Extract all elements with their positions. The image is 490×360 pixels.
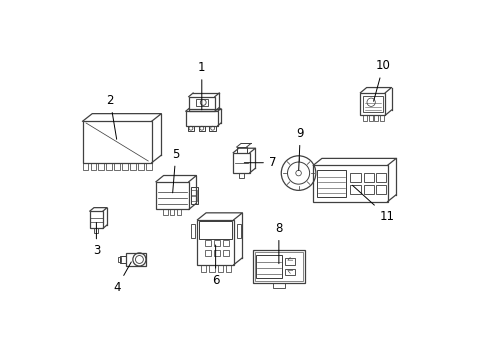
Bar: [205, 250, 212, 256]
Bar: [364, 173, 374, 182]
Bar: [198, 126, 205, 131]
Bar: [361, 93, 385, 115]
Bar: [349, 173, 361, 182]
Bar: [218, 265, 223, 271]
Bar: [121, 256, 126, 264]
Bar: [364, 185, 374, 194]
Text: 1: 1: [198, 61, 205, 110]
Text: 9: 9: [296, 127, 304, 170]
Bar: [189, 96, 215, 111]
Bar: [196, 99, 208, 106]
Bar: [349, 185, 361, 194]
Bar: [214, 240, 220, 246]
Bar: [186, 111, 218, 126]
Bar: [164, 210, 168, 215]
Bar: [253, 250, 305, 283]
Bar: [255, 252, 303, 281]
Bar: [256, 255, 282, 278]
Bar: [90, 211, 103, 228]
Bar: [240, 173, 244, 178]
Bar: [201, 265, 206, 271]
Text: 6: 6: [212, 245, 220, 287]
Bar: [171, 210, 174, 215]
Text: 11: 11: [352, 185, 394, 223]
Bar: [146, 163, 152, 170]
Bar: [363, 96, 383, 112]
Bar: [197, 220, 234, 265]
Bar: [83, 163, 88, 170]
Bar: [156, 182, 189, 210]
Bar: [209, 126, 216, 131]
Bar: [130, 163, 136, 170]
Bar: [118, 257, 121, 262]
Bar: [222, 250, 229, 256]
Text: 10: 10: [373, 59, 391, 101]
Bar: [98, 163, 104, 170]
Bar: [374, 115, 378, 121]
Bar: [188, 126, 194, 131]
Bar: [122, 163, 128, 170]
Bar: [237, 147, 246, 153]
Bar: [376, 185, 386, 194]
Bar: [209, 265, 215, 271]
Text: 7: 7: [245, 156, 276, 169]
Text: 2: 2: [106, 94, 117, 139]
Bar: [106, 163, 112, 170]
Bar: [222, 240, 229, 246]
Bar: [114, 163, 120, 170]
Bar: [313, 165, 388, 202]
Bar: [138, 163, 144, 170]
Bar: [272, 283, 285, 288]
Bar: [226, 265, 231, 271]
Bar: [205, 240, 212, 246]
Bar: [237, 224, 241, 238]
Bar: [177, 210, 181, 215]
Bar: [126, 253, 146, 266]
Text: 4: 4: [113, 262, 131, 294]
Bar: [285, 258, 295, 265]
Text: 3: 3: [93, 222, 100, 257]
Bar: [368, 115, 372, 121]
Bar: [363, 115, 367, 121]
Bar: [376, 173, 386, 182]
Bar: [94, 228, 98, 233]
Bar: [380, 115, 384, 121]
Bar: [191, 196, 197, 201]
Bar: [91, 163, 96, 170]
Bar: [233, 153, 250, 173]
Bar: [191, 190, 197, 195]
Bar: [317, 170, 346, 197]
Bar: [191, 187, 198, 204]
Bar: [199, 221, 232, 239]
Text: 5: 5: [172, 148, 179, 193]
Bar: [285, 269, 295, 275]
Bar: [191, 224, 196, 238]
Bar: [214, 250, 220, 256]
Text: 8: 8: [275, 222, 283, 264]
Bar: [83, 121, 152, 163]
